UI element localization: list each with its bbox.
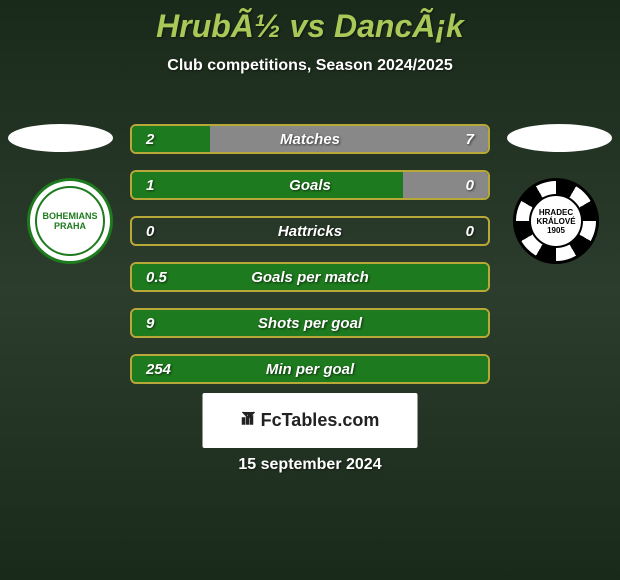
stat-label: Min per goal [132,361,488,378]
stat-row: 27Matches [130,124,490,154]
stat-label: Goals [132,177,488,194]
page-subtitle: Club competitions, Season 2024/2025 [0,57,620,75]
stat-label: Goals per match [132,269,488,286]
attribution-badge: FcTables.com [203,393,418,448]
chart-icon [241,410,257,431]
stat-row: 00Hattricks [130,216,490,246]
player-avatar-left [8,124,113,152]
stat-row: 10Goals [130,170,490,200]
stat-label: Matches [132,131,488,148]
player-avatar-right [507,124,612,152]
page-title: HrubÃ½ vs DancÃ¡k [0,0,620,45]
date-label: 15 september 2024 [0,456,620,474]
club-badge-left: BOHEMIANS PRAHA [27,178,113,264]
stat-row: 9Shots per goal [130,308,490,338]
stat-label: Shots per goal [132,315,488,332]
club-badge-right-label: HRADEC KRÁLOVÉ 1905 [529,194,583,248]
attribution-text: FcTables.com [261,410,380,431]
stat-row: 0.5Goals per match [130,262,490,292]
stat-row: 254Min per goal [130,354,490,384]
club-badge-right: HRADEC KRÁLOVÉ 1905 [513,178,599,264]
stat-label: Hattricks [132,223,488,240]
club-badge-left-label: BOHEMIANS PRAHA [35,186,105,256]
stats-bars: 27Matches 10Goals 00Hattricks 0.5Goals per … [130,124,490,400]
